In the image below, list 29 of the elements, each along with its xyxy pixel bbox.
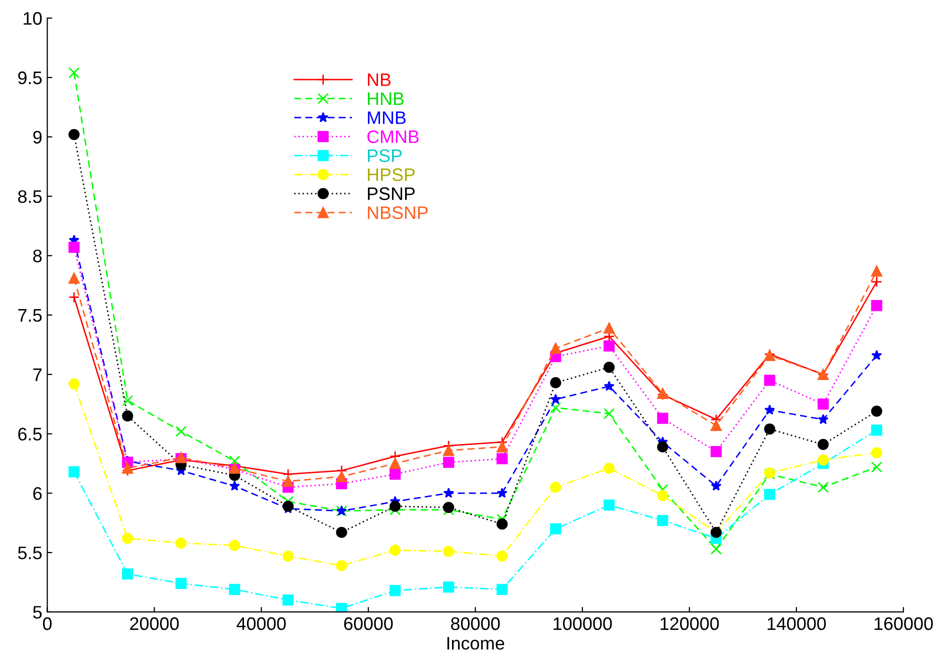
legend-label: NBSNP xyxy=(368,206,428,220)
legend-label: CMNB xyxy=(367,130,419,144)
legend-label: HNB xyxy=(368,92,404,105)
y-tick-label: 6.5 xyxy=(18,428,42,441)
x-axis-title: Income xyxy=(447,637,504,650)
y-tick-label: 7 xyxy=(33,368,42,381)
x-tick-label: 160000 xyxy=(874,617,933,630)
y-tick-label: 8 xyxy=(33,250,42,262)
x-tick-label: 0 xyxy=(42,617,52,630)
legend-label: NB xyxy=(368,74,391,86)
y-tick-label: 8.5 xyxy=(18,190,42,203)
x-tick-label: 140000 xyxy=(768,617,826,630)
x-tick-label: 120000 xyxy=(660,617,719,630)
legend-label: PSP xyxy=(368,149,402,162)
y-tick-label: 5 xyxy=(33,606,42,619)
y-tick-label: 9 xyxy=(33,130,42,144)
y-tick-label: 7.5 xyxy=(18,309,42,322)
x-tick-label: 40000 xyxy=(236,617,286,630)
y-tick-label: 6 xyxy=(33,487,42,500)
legend-label: MNB xyxy=(368,112,406,124)
x-tick-label: 80000 xyxy=(451,617,500,630)
y-tick-label: 9.5 xyxy=(18,71,42,84)
x-tick-label: 20000 xyxy=(130,617,179,630)
legend-label: HPSP xyxy=(368,168,415,182)
x-tick-label: 100000 xyxy=(554,617,612,630)
legend-label: PSNP xyxy=(368,187,415,200)
x-tick-label: 60000 xyxy=(344,617,393,630)
y-tick-label: 10 xyxy=(24,12,42,25)
y-tick-label: 5.5 xyxy=(18,546,42,560)
